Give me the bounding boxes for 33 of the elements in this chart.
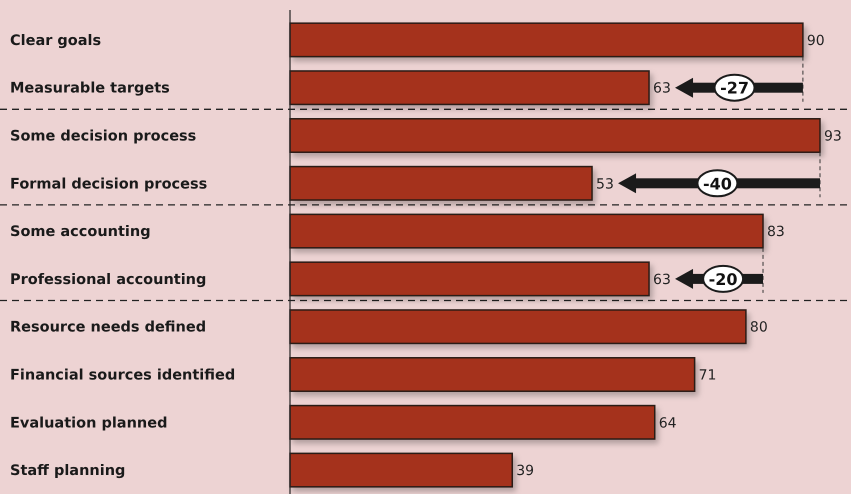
bar (289, 214, 764, 249)
data-label: 80 (750, 320, 768, 336)
data-label: 71 (698, 368, 716, 384)
data-label: 93 (824, 128, 842, 144)
annotation: -40 (702, 174, 732, 194)
y-tick-label: Evaluation planned (10, 415, 168, 432)
bar (289, 261, 650, 296)
bar (289, 118, 821, 153)
bar (289, 70, 650, 106)
y-tick-label: Professional accounting (10, 272, 206, 288)
bar (289, 452, 514, 488)
y-tick-label: Some accounting (10, 224, 151, 240)
data-label: 63 (653, 80, 671, 97)
bar (289, 166, 593, 201)
y-tick-label: Formal decision process (10, 176, 208, 192)
bar (289, 357, 696, 392)
annotation: -27 (720, 78, 749, 98)
data-label: 64 (658, 415, 677, 432)
data-label: 63 (653, 272, 671, 288)
y-tick-label: Financial sources identified (10, 368, 236, 384)
y-tick-label: Measurable targets (10, 80, 170, 97)
y-tick-label: Resource needs defined (10, 320, 206, 336)
data-label: 53 (596, 176, 614, 192)
bar (289, 404, 656, 440)
y-tick-label: Staff planning (10, 463, 126, 480)
bar (289, 309, 747, 344)
y-tick-label: Clear goals (10, 32, 102, 49)
bar (289, 22, 804, 58)
y-tick-label: Some decision process (10, 128, 196, 144)
data-label: 90 (806, 32, 825, 49)
data-label: 83 (767, 224, 785, 240)
annotation: -20 (708, 270, 738, 289)
data-label: 39 (516, 463, 534, 480)
